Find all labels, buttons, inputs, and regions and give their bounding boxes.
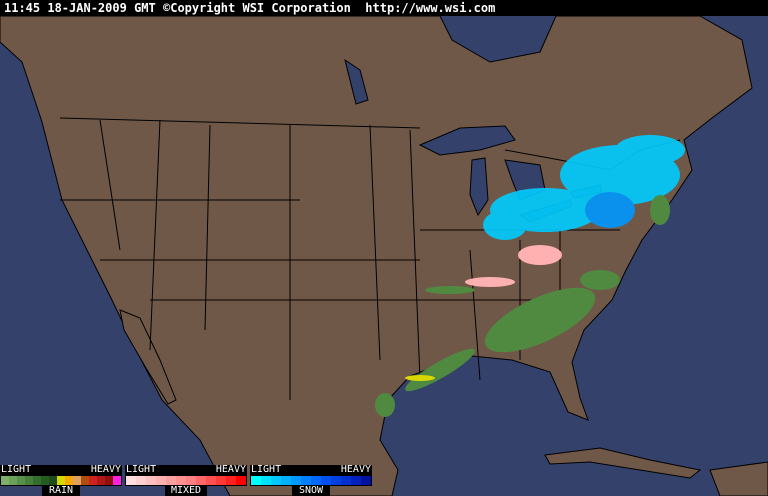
timestamp-time: 11:45 bbox=[4, 1, 41, 15]
legend-color-swatch bbox=[361, 476, 371, 485]
legend-light-label: LIGHT bbox=[251, 464, 282, 475]
snow-echoes bbox=[483, 135, 685, 240]
legend-color-swatch bbox=[341, 476, 351, 485]
legend-color-swatch bbox=[321, 476, 331, 485]
legend-color-swatch bbox=[166, 476, 176, 485]
legend-mixed: LIGHT HEAVY MIXED bbox=[125, 464, 247, 496]
cuba bbox=[544, 447, 702, 479]
legend-title: RAIN bbox=[42, 486, 80, 496]
caribbean-land bbox=[709, 461, 768, 496]
rain-area bbox=[580, 270, 620, 290]
legend-color-swatch bbox=[311, 476, 321, 485]
legend-colorbar bbox=[250, 475, 372, 486]
legend-color-swatch bbox=[331, 476, 341, 485]
legend-color-swatch bbox=[261, 476, 271, 485]
legend-color-swatch bbox=[146, 476, 156, 485]
legend-color-swatch bbox=[351, 476, 361, 485]
legend-colorbar bbox=[125, 475, 247, 486]
rain-area bbox=[425, 286, 475, 294]
legend-color-swatch bbox=[186, 476, 196, 485]
legend-color-swatch bbox=[25, 476, 33, 485]
timezone: GMT bbox=[134, 1, 156, 15]
snow-area bbox=[483, 210, 527, 240]
legend-color-swatch bbox=[206, 476, 216, 485]
legend-color-swatch bbox=[156, 476, 166, 485]
rain-area bbox=[405, 375, 435, 381]
legend-light-label: LIGHT bbox=[126, 464, 157, 475]
legend-color-swatch bbox=[17, 476, 25, 485]
legend-color-swatch bbox=[9, 476, 17, 485]
legend-light-label: LIGHT bbox=[1, 464, 32, 475]
legend-color-swatch bbox=[113, 476, 121, 485]
legend-color-swatch bbox=[291, 476, 301, 485]
mixed-echoes bbox=[465, 245, 562, 287]
legend-heavy-label: HEAVY bbox=[90, 464, 121, 475]
baja-california bbox=[119, 309, 177, 405]
timestamp-date: 18-JAN-2009 bbox=[47, 1, 127, 15]
legend-color-swatch bbox=[196, 476, 206, 485]
source-url: http://www.wsi.com bbox=[365, 1, 496, 15]
snow-area bbox=[615, 135, 685, 165]
legend-color-swatch bbox=[49, 476, 57, 485]
copyright: ©Copyright WSI Corporation bbox=[163, 1, 351, 15]
legend-color-swatch bbox=[81, 476, 89, 485]
legend-snow: LIGHT HEAVY SNOW bbox=[250, 464, 372, 496]
legend-color-swatch bbox=[271, 476, 281, 485]
legend-rain: LIGHT HEAVY RAIN bbox=[0, 464, 122, 496]
legend-color-swatch bbox=[89, 476, 97, 485]
legend-color-swatch bbox=[126, 476, 136, 485]
legend-title: SNOW bbox=[292, 486, 330, 496]
legend-title: MIXED bbox=[165, 486, 207, 496]
header-bar: 11:45 18-JAN-2009 GMT ©Copyright WSI Cor… bbox=[0, 0, 768, 16]
legend-color-swatch bbox=[176, 476, 186, 485]
legend-color-swatch bbox=[216, 476, 226, 485]
rain-area bbox=[484, 287, 596, 353]
rain-area bbox=[375, 393, 395, 417]
legend-color-swatch bbox=[105, 476, 113, 485]
legend-color-swatch bbox=[1, 476, 9, 485]
legend-color-swatch bbox=[226, 476, 236, 485]
snow-area bbox=[585, 192, 635, 228]
land bbox=[0, 16, 768, 496]
lake-winnipeg bbox=[344, 58, 369, 105]
legend-colorbar bbox=[0, 475, 122, 486]
legend-color-swatch bbox=[251, 476, 261, 485]
legend-heavy-label: HEAVY bbox=[215, 464, 246, 475]
legend-color-swatch bbox=[73, 476, 81, 485]
mixed-area bbox=[465, 277, 515, 287]
lake-michigan bbox=[469, 157, 489, 217]
legend-color-swatch bbox=[57, 476, 65, 485]
precipitation bbox=[375, 135, 685, 417]
legend-color-swatch bbox=[33, 476, 41, 485]
legend-color-swatch bbox=[136, 476, 146, 485]
state-lines bbox=[60, 119, 620, 400]
legend-color-swatch bbox=[41, 476, 49, 485]
lake-superior bbox=[418, 125, 516, 156]
rain-echoes bbox=[375, 195, 670, 417]
legend-heavy-label: HEAVY bbox=[340, 464, 371, 475]
legend-color-swatch bbox=[281, 476, 291, 485]
legend-color-swatch bbox=[65, 476, 73, 485]
legend-color-swatch bbox=[301, 476, 311, 485]
radar-map bbox=[0, 16, 768, 496]
mixed-area bbox=[518, 245, 562, 265]
legend-color-swatch bbox=[97, 476, 105, 485]
legend-color-swatch bbox=[236, 476, 246, 485]
rain-area bbox=[650, 195, 670, 225]
